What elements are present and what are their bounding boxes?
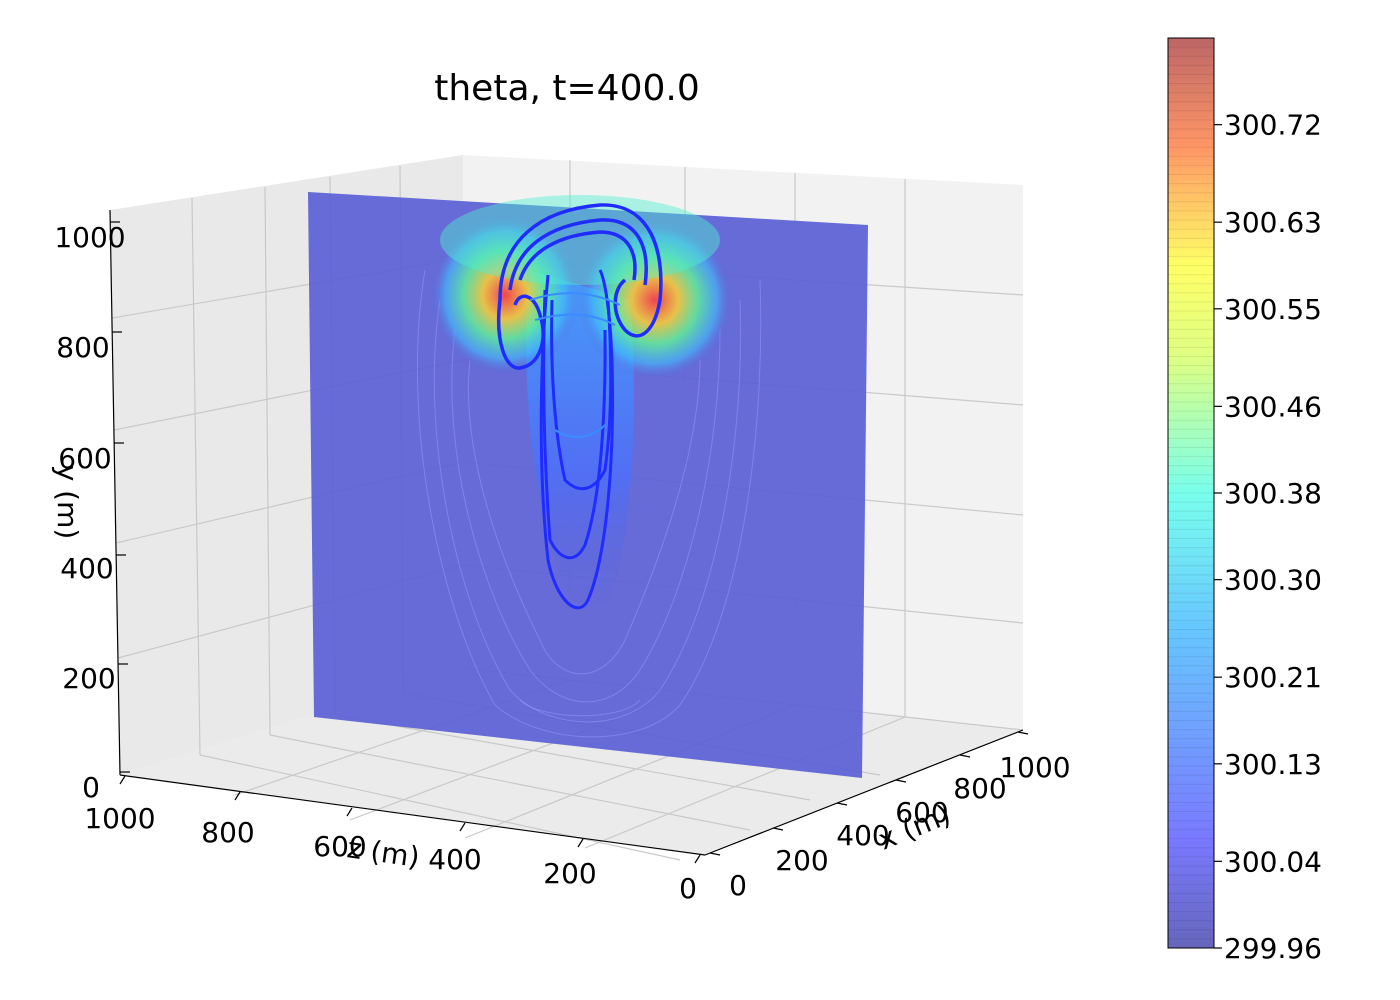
- chart-title: theta, t=400.0: [434, 68, 699, 109]
- z-axis-label: z (m): [345, 831, 422, 874]
- faint-contours: [416, 269, 762, 738]
- cap-inner-contours: [529, 292, 621, 438]
- x-tick-label: 600: [895, 796, 948, 829]
- y-tick-label: 1000: [54, 221, 125, 254]
- colorbar-tick-label: 300.46: [1224, 390, 1322, 423]
- colorbar-tick-label: 300.72: [1224, 109, 1322, 142]
- y-tick-label: 600: [58, 442, 111, 475]
- y-tick-label: 800: [56, 331, 109, 364]
- y-tick-label: 200: [62, 662, 115, 695]
- colorbar-tick-label: 300.13: [1224, 748, 1322, 781]
- plume-contours: [539, 269, 615, 610]
- x-tick-label: 400: [836, 819, 889, 852]
- colorbar-tick-label: 300.38: [1224, 477, 1322, 510]
- z-tick-label: 200: [543, 857, 596, 890]
- colorbar-tick-label: 300.21: [1224, 661, 1322, 694]
- colorbar-ticks: 300.72 300.63 300.55 300.46 300.38 300.30 300.…: [1168, 46, 1322, 965]
- theta-slice: [308, 192, 868, 778]
- colorbar-tick-label: 300.55: [1224, 293, 1322, 326]
- y-tick-label: 0: [82, 771, 100, 804]
- y-axis-label: y (m): [51, 465, 84, 540]
- cap-top-glow: [440, 195, 720, 285]
- y-axis-ticks: [110, 221, 130, 773]
- colorbar-tick-label: 300.63: [1224, 206, 1322, 239]
- colorbar: 300.72 300.63 300.55 300.46 300.38 300.30 300.…: [1167, 37, 1322, 965]
- z-tick-label: 0: [679, 872, 697, 905]
- x-tick-label: 1000: [999, 751, 1070, 784]
- colorbar-fill: [1167, 37, 1215, 949]
- x-tick-label: 0: [729, 869, 747, 902]
- z-tick-label: 800: [201, 816, 254, 849]
- colorbar-tick-label: 300.30: [1224, 564, 1322, 597]
- x-tick-label: 200: [775, 844, 828, 877]
- axis-lines: [109, 209, 1024, 856]
- z-axis-ticks: [119, 775, 701, 864]
- cap-glow-right: [577, 220, 733, 380]
- z-tick-label: 1000: [84, 802, 155, 835]
- x-axis-ticks: [709, 731, 1029, 856]
- x-tick-label: 800: [953, 772, 1006, 805]
- z-tick-label: 400: [428, 843, 481, 876]
- y-tick-label: 400: [60, 552, 113, 585]
- colorbar-tick-label: 300.04: [1224, 845, 1322, 878]
- cap-contours: [496, 203, 663, 370]
- z-tick-label: 600: [313, 830, 366, 863]
- colorbar-tick-label: 299.96: [1224, 932, 1322, 965]
